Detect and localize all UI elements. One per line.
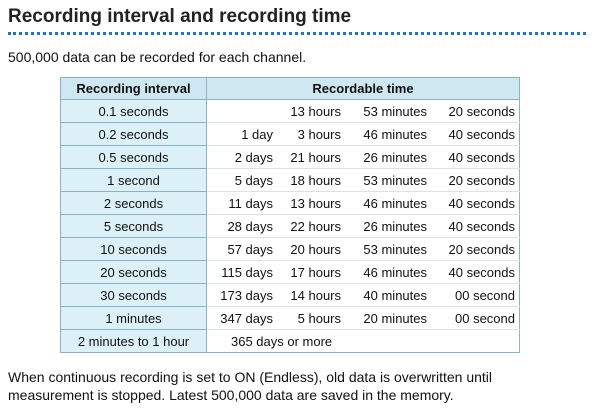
column-header: Recordable time [206, 77, 520, 100]
cell: 173 days [206, 283, 277, 307]
cell: 10 seconds [60, 237, 207, 261]
cell: 14 hours [277, 283, 345, 307]
cell: 13 hours [277, 99, 345, 123]
cell: 21 hours [277, 145, 345, 169]
cell: 53 minutes [345, 237, 431, 261]
cell: 3 hours [277, 122, 345, 146]
table-row: 1 second 5 days 18 hours 53 minutes 20 secon… [60, 168, 520, 192]
cell: 13 hours [277, 191, 345, 215]
table-row: 2 minutes to 1 hour 365 days or more [60, 329, 520, 353]
title-underline [8, 32, 586, 35]
cell: 5 seconds [60, 214, 207, 238]
cell: 40 seconds [431, 191, 520, 215]
cell: 20 seconds [431, 237, 520, 261]
cell: 347 days [206, 306, 277, 330]
cell: 17 hours [277, 260, 345, 284]
cell: 57 days [206, 237, 277, 261]
cell: 20 seconds [60, 260, 207, 284]
cell: 1 minutes [60, 306, 207, 330]
cell: 28 days [206, 214, 277, 238]
table-row: 1 minutes 347 days 5 hours 20 minutes 00 sec… [60, 306, 520, 330]
intro: 500,000 data can be recorded for each ch… [8, 49, 307, 65]
table-row: 2 seconds 11 days 13 hours 46 minutes 40 sec… [60, 191, 520, 215]
title: Recording interval and recording time [8, 6, 352, 27]
cell: 40 seconds [431, 122, 520, 146]
table-row: 0.2 seconds 1 day 3 hours 46 minutes 40 seco… [60, 122, 520, 146]
cell: 46 minutes [345, 260, 431, 284]
cell: 30 seconds [60, 283, 207, 307]
cell: 26 minutes [345, 145, 431, 169]
cell: 40 seconds [431, 214, 520, 238]
cell: 00 second [431, 283, 520, 307]
cell: 20 hours [277, 237, 345, 261]
table-row: 20 seconds 115 days 17 hours 46 minutes 40 s… [60, 260, 520, 284]
recording-table: Recording interval Recordable time 0.1 s… [60, 77, 520, 353]
cell: 5 days [206, 168, 277, 192]
cell: 40 seconds [431, 260, 520, 284]
cell: 40 minutes [345, 283, 431, 307]
table-row: 0.1 seconds 13 hours 53 minutes 20 seconds [60, 99, 520, 123]
cell: 22 hours [277, 214, 345, 238]
cell [206, 99, 277, 123]
cell: 20 minutes [345, 306, 431, 330]
cell: 11 days [206, 191, 277, 215]
cell: 0.5 seconds [60, 145, 207, 169]
cell: 115 days [206, 260, 277, 284]
cell: 5 hours [277, 306, 345, 330]
cell: 2 days [206, 145, 277, 169]
cell: 20 seconds [431, 168, 520, 192]
cell: 18 hours [277, 168, 345, 192]
column-header: Recording interval [60, 77, 207, 100]
cell: 40 seconds [431, 145, 520, 169]
cell: 53 minutes [345, 99, 431, 123]
cell: 20 seconds [431, 99, 520, 123]
cell: 1 second [60, 168, 207, 192]
table-row: 5 seconds 28 days 22 hours 26 minutes 40 sec… [60, 214, 520, 238]
cell: 2 minutes to 1 hour [60, 329, 207, 353]
cell: 1 day [206, 122, 277, 146]
cell: 46 minutes [345, 191, 431, 215]
cell: 2 seconds [60, 191, 207, 215]
table-row: 10 seconds 57 days 20 hours 53 minutes 20 se… [60, 237, 520, 261]
cell: 00 second [431, 306, 520, 330]
cell: 365 days or more [206, 329, 520, 353]
table-row: 0.5 seconds 2 days 21 hours 26 minutes 40 se… [60, 145, 520, 169]
cell: 0.1 seconds [60, 99, 207, 123]
cell: 46 minutes [345, 122, 431, 146]
cell: 26 minutes [345, 214, 431, 238]
table-row: 30 seconds 173 days 14 hours 40 minutes 00 s… [60, 283, 520, 307]
footer-note: When continuous recording is set to ON (… [8, 369, 493, 403]
cell: 0.2 seconds [60, 122, 207, 146]
cell: 53 minutes [345, 168, 431, 192]
